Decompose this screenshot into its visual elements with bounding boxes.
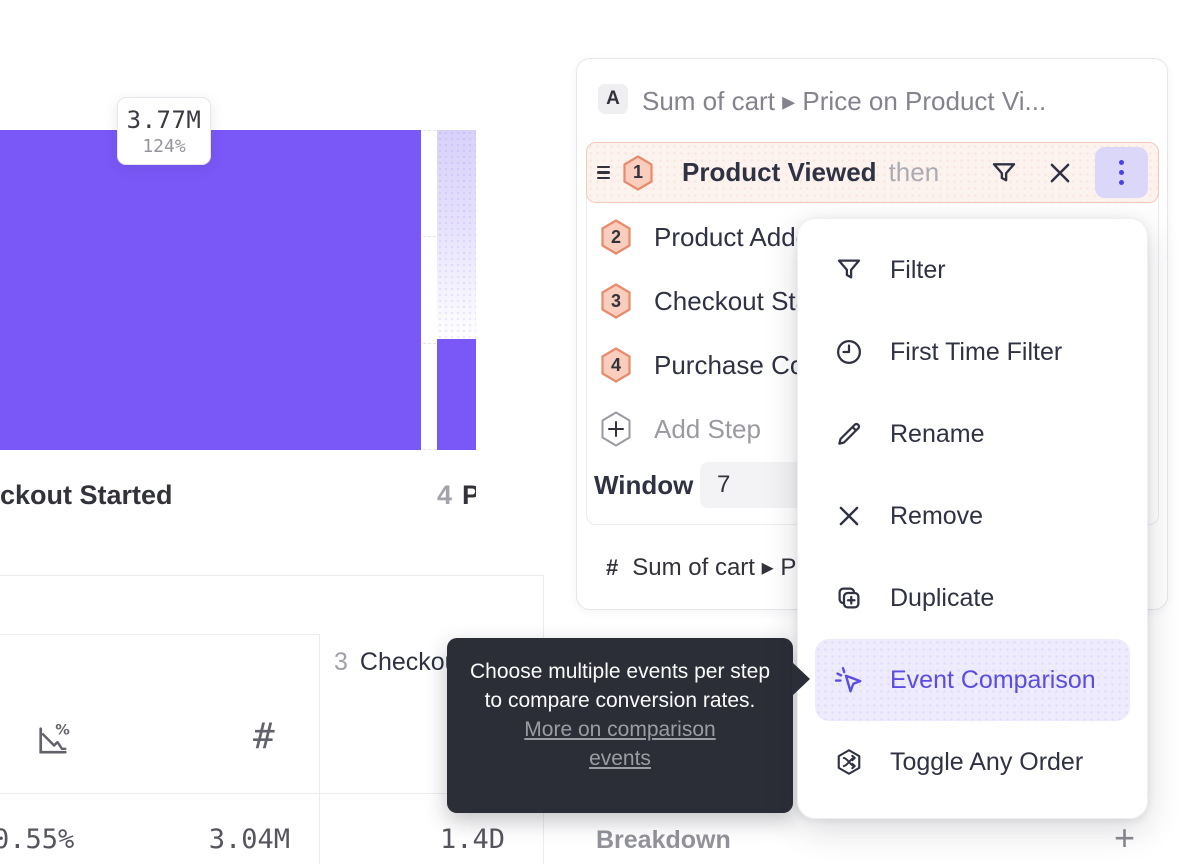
axis-label-step4-text: Purchase Completed [462,480,476,510]
step-row-2[interactable]: 2 Product Added [600,219,825,255]
comparison-tooltip-link[interactable]: More on comparison events [524,717,716,770]
close-icon[interactable] [1045,158,1075,188]
menu-item-label: Event Comparison [890,665,1096,694]
comparison-tooltip-text: Choose multiple events per step to compa… [470,660,770,712]
filter-icon [837,259,861,279]
event-comparison-icon [834,667,862,693]
table-header-divider [0,634,319,635]
comparison-tooltip: Choose multiple events per step to compa… [447,638,793,813]
funnel-bar-step4[interactable] [437,339,476,450]
menu-item-rename[interactable]: Rename [798,393,1147,475]
step-number: 3 [610,290,621,311]
chart-tooltip-value: 3.77M [126,106,202,134]
more-options-button[interactable] [1095,147,1148,198]
step-label: Product Viewed then [682,157,939,188]
conversion-rate-icon[interactable]: % [34,722,72,760]
step-1-name[interactable]: Product Viewed [682,157,877,187]
menu-item-label: Duplicate [890,583,995,612]
step-then-suffix: then [888,157,940,187]
step-options-menu: Filter First Time Filter Rename Remove [797,218,1148,819]
toggle-any-order-icon [837,749,861,775]
step-number: 1 [632,162,643,182]
hexagon-icon [623,154,653,191]
add-step-label: Add Step [654,413,761,444]
menu-item-label: Remove [890,501,984,530]
window-label: Window [594,470,694,500]
step-number-badge: 3 [600,283,632,319]
series-badge: A [598,84,628,114]
chart-tooltip-percent: 124% [142,136,186,157]
count-metric-icon[interactable]: # [253,716,275,757]
series-formula-label[interactable]: Sum of cart ▸ Price on Product Vi... [642,86,1047,116]
add-breakdown-button[interactable]: + [1114,817,1136,858]
table-top-divider [0,575,543,576]
hexagon-icon [601,283,631,319]
funnel-bar-step4-dropoff[interactable] [437,130,476,339]
chart-tooltip: 3.77M 124% [117,97,211,165]
hexagon-icon [601,347,631,383]
table-header-step3-number: 3 [334,648,348,676]
add-step-hexagon-icon [601,411,631,447]
menu-item-label: Toggle Any Order [890,747,1084,776]
menu-item-toggle-any-order[interactable]: Toggle Any Order [798,721,1147,803]
step-number-badge: 2 [600,219,632,255]
series-badge-letter: A [598,84,628,114]
first-time-filter-icon [837,340,861,364]
tooltip-arrow [792,662,810,696]
axis-label-step3: ckout Started [0,480,173,510]
step-row-1[interactable]: 1 Product Viewed then [586,142,1159,203]
measured-as-label: Sum of cart ▸ P [632,554,797,581]
add-step-button[interactable]: Add Step [600,411,761,447]
svg-text:%: % [55,722,70,738]
menu-item-label: Filter [890,255,946,284]
menu-item-remove[interactable]: Remove [798,475,1147,557]
rename-icon [838,422,861,445]
breakdown-section-label: Breakdown [596,826,731,854]
step-number: 4 [610,354,621,375]
filter-icon[interactable] [989,158,1019,188]
menu-item-duplicate[interactable]: Duplicate [798,557,1147,639]
funnel-bar-step3[interactable] [0,130,421,450]
window-value: 7 [717,471,731,498]
table-values-divider [0,793,543,794]
menu-item-filter[interactable]: Filter [798,229,1147,311]
remove-icon [839,506,859,526]
menu-item-label: First Time Filter [890,337,1063,366]
duplicate-icon [838,587,860,609]
number-metric-icon: # [606,554,619,580]
count-value: 3.04M [208,824,290,855]
axis-label-step4-number: 4 [437,480,453,510]
conversion-rate-value: 0.55% [0,824,75,855]
step-2-name[interactable]: Product Added [654,221,825,252]
measured-as-row[interactable]: # Sum of cart ▸ P [606,553,796,582]
time-to-convert-value: 1.4D [439,824,505,855]
hexagon-icon [601,219,631,255]
menu-item-event-comparison[interactable]: Event Comparison [815,639,1130,721]
drag-handle-icon[interactable] [597,165,610,180]
menu-item-first-time-filter[interactable]: First Time Filter [798,311,1147,393]
menu-item-label: Rename [890,419,985,448]
table-column-divider [319,634,320,864]
step-number-badge: 4 [600,347,632,383]
axis-label-step4: 4 Purchase Completed [437,480,476,511]
step-number: 2 [610,226,621,247]
step-number-badge: 1 [622,154,654,191]
